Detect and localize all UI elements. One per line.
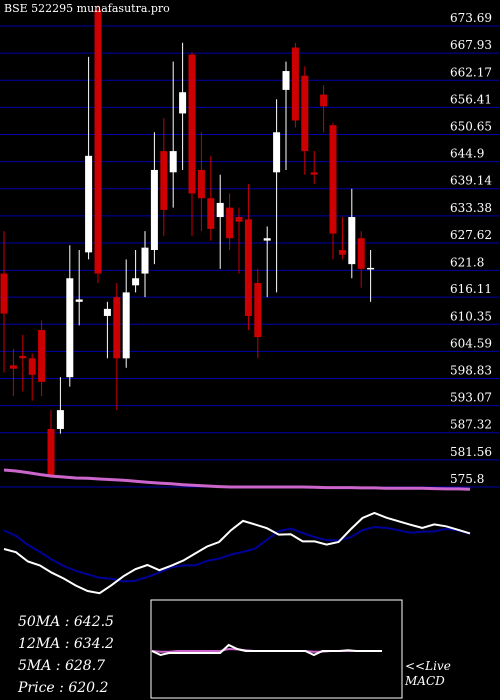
tick-label: 587.32 [450, 418, 492, 432]
tick-label: 593.07 [450, 391, 492, 405]
tick-label: 627.62 [450, 228, 492, 242]
ma12-line [3, 525, 471, 583]
candle-body [244, 219, 252, 316]
price-axis: 673.69 667.93 662.17 656.41 650.65 644.9 639.1… [450, 11, 492, 486]
candle-body [235, 217, 243, 222]
candle-body [301, 75, 309, 152]
candle-body [357, 238, 365, 269]
candle-body [216, 202, 224, 218]
ma50-line [3, 468, 471, 491]
candle-body [188, 54, 196, 194]
tick-label: 650.65 [450, 120, 492, 134]
candle-body [19, 355, 27, 359]
candle-body [9, 365, 17, 369]
candle-body [169, 151, 177, 173]
tick-label: 598.83 [450, 364, 492, 378]
tick-label: 604.59 [450, 336, 492, 350]
candle-body [160, 151, 168, 210]
candle-body [150, 169, 158, 251]
tick-label: 575.8 [450, 472, 484, 486]
candle-body [273, 132, 281, 173]
tick-label: 633.38 [450, 201, 492, 215]
tick-label: 616.11 [450, 282, 492, 296]
candle-body [122, 292, 130, 359]
candle-body [38, 330, 46, 382]
tick-label: 656.41 [450, 92, 492, 106]
candle-body [207, 198, 215, 229]
candle-body [141, 247, 149, 274]
candle-body [367, 267, 375, 270]
macd-label-line1: <<Live [405, 659, 451, 673]
candle-body [179, 92, 187, 114]
macd-lines [151, 643, 382, 657]
candle-body [254, 282, 262, 338]
candle-body [0, 273, 8, 314]
candle-body [47, 428, 55, 477]
candle-body [329, 125, 337, 234]
tick-label: 581.56 [450, 445, 492, 459]
candle-body [66, 278, 74, 378]
candlestick-series [0, 5, 375, 477]
macd-line [151, 643, 382, 657]
tick-label: 621.8 [450, 255, 484, 269]
ma50-readout: 50MA : 642.5 [18, 614, 114, 630]
tick-label: 673.69 [450, 11, 492, 25]
chart-title: BSE 522295 munafasutra.pro [4, 2, 170, 15]
candle-body [197, 169, 205, 199]
tick-label: 644.9 [450, 147, 484, 161]
macd-label-line2: MACD [404, 674, 445, 688]
ma5-line [3, 511, 471, 595]
candle-body [56, 410, 64, 429]
ma5-readout: 5MA : 628.7 [18, 658, 105, 674]
candle-body [28, 358, 36, 375]
candle-body [75, 299, 83, 302]
candle-body [226, 207, 234, 239]
ma12-readout: 12MA : 634.2 [18, 636, 114, 652]
tick-label: 639.14 [450, 174, 492, 188]
candle-body [85, 155, 93, 253]
candle-body [132, 278, 140, 286]
candle-body [113, 297, 121, 359]
price-readout: Price : 620.2 [17, 680, 109, 696]
candle-body [320, 94, 328, 107]
macd-panel [150, 599, 403, 699]
candle-body [94, 9, 102, 274]
candle-body [282, 71, 290, 90]
candle-body [310, 172, 318, 175]
candle-body [348, 217, 356, 265]
candle-body [263, 238, 271, 241]
tick-label: 610.35 [450, 309, 492, 323]
candle-body [338, 250, 346, 255]
moving-average-lines [3, 468, 471, 595]
tick-label: 667.93 [450, 38, 492, 52]
tick-label: 662.17 [450, 65, 492, 79]
candle-body [103, 308, 111, 316]
candle-body [291, 47, 299, 121]
